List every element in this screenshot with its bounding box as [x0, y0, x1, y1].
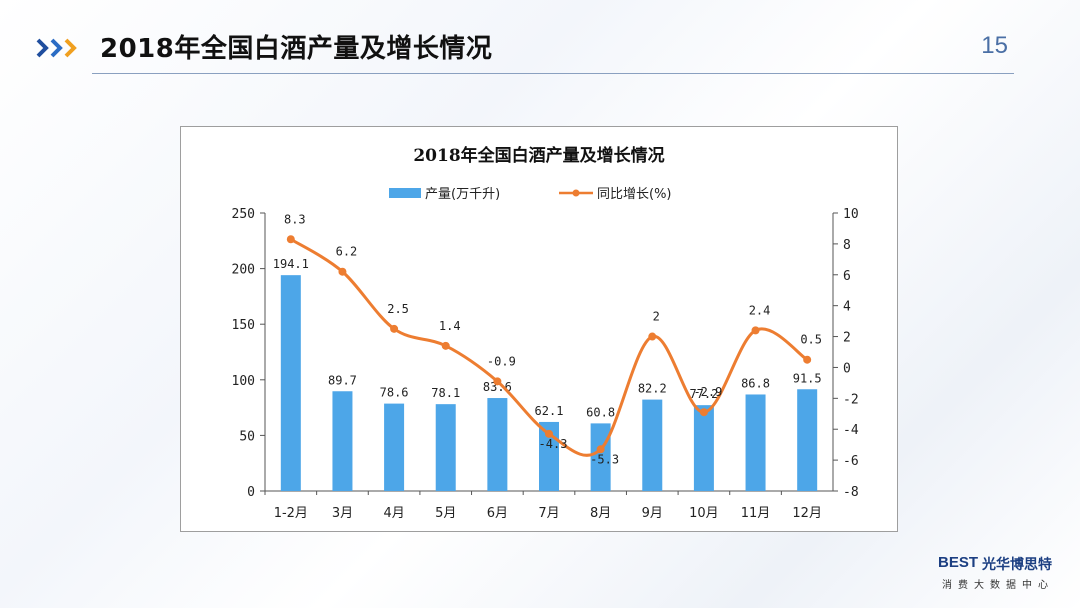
x-axis-tick-label: 5月 [435, 506, 456, 521]
bar-value-label: 60.8 [586, 405, 615, 419]
growth-line [290, 237, 809, 457]
bar [745, 394, 766, 491]
bar [797, 389, 818, 491]
x-axis-tick-label: 1-2月 [274, 506, 308, 521]
right-axis-tick-label: 10 [843, 207, 859, 222]
bar-value-label: 91.5 [793, 371, 822, 385]
bar-value-label: 89.7 [328, 373, 357, 387]
growth-value-label: 1.4 [439, 319, 461, 333]
left-axis-tick-label: 0 [247, 485, 255, 500]
x-axis-tick-label: 12月 [792, 506, 822, 521]
right-axis-tick-label: -8 [843, 485, 859, 500]
bar [693, 405, 714, 491]
title-divider [92, 73, 1014, 74]
right-axis-tick-label: 8 [843, 238, 851, 253]
growth-point [699, 408, 708, 417]
bar [435, 404, 456, 491]
bar [384, 403, 405, 491]
x-axis-tick-label: 9月 [642, 506, 663, 521]
growth-point [545, 429, 553, 438]
bar-value-label: 78.1 [431, 386, 460, 400]
brand-tagline: 消费大数据中心 [942, 580, 1054, 591]
bar-value-label: 194.1 [273, 257, 309, 271]
brand-logo: BEST [938, 554, 979, 571]
bar [642, 399, 663, 491]
combo-chart: 2018年全国白酒产量及增长情况 产量(万千升) 同比增长(%) 0501001… [232, 145, 859, 521]
bar-value-label: 83.6 [483, 380, 512, 394]
right-axis-tick-label: 0 [843, 361, 851, 376]
growth-point [803, 355, 812, 364]
bar [280, 275, 301, 491]
x-axis-tick-label: 10月 [689, 506, 719, 521]
plot-area: 0 50 100 150 200 250 -8 -6 -4 -2 0 2 4 6 8 10 194.1 89.7 7… [232, 207, 859, 521]
growth-value-label: 2.5 [387, 302, 409, 316]
growth-point [338, 267, 347, 276]
growth-point [286, 235, 295, 244]
bar-value-label: 77.2 [689, 387, 718, 401]
right-axis-tick-label: -4 [843, 423, 859, 438]
right-axis-tick-label: -6 [843, 454, 859, 469]
chart-frame: 2018年全国白酒产量及增长情况 产量(万千升) 同比增长(%) 0 50 100 1… [180, 126, 898, 532]
bar-value-label: 78.6 [380, 386, 409, 400]
growth-value-label: 2 [653, 310, 660, 324]
bar-value-label: 82.2 [638, 382, 667, 396]
left-axis-tick-label: 200 [232, 263, 255, 278]
page-number: 15 [981, 32, 1008, 59]
brand-name: 光华博思特 [982, 557, 1052, 573]
x-axis-tick-label: 4月 [383, 506, 404, 521]
legend-swatch-bar [389, 188, 421, 198]
x-axis-tick-label: 7月 [538, 506, 559, 521]
growth-value-label: -4.3 [539, 437, 568, 451]
x-axis-tick-label: 6月 [487, 506, 508, 521]
bar-value-label: 62.1 [535, 404, 564, 418]
x-axis-tick-label: 8月 [590, 506, 611, 521]
growth-point [390, 324, 399, 333]
growth-value-label: -2.9 [693, 385, 722, 399]
growth-value-label: -5.3 [590, 452, 619, 466]
right-axis-tick-label: 4 [843, 300, 851, 315]
bar-value-label: 86.8 [741, 376, 770, 390]
growth-point [441, 341, 450, 350]
left-axis-tick-label: 100 [232, 374, 255, 389]
growth-value-label: 2.4 [749, 303, 771, 317]
growth-point [596, 445, 605, 454]
legend-swatch-marker [572, 189, 580, 197]
legend-label-line: 同比增长(%) [597, 187, 672, 202]
left-axis-tick-label: 150 [232, 318, 255, 333]
chart-legend: 产量(万千升) 同比增长(%) [389, 187, 672, 202]
growth-point [493, 377, 502, 386]
right-axis-tick-label: 2 [843, 331, 851, 346]
right-axis-tick-label: 6 [843, 269, 851, 284]
left-axis-tick-label: 50 [239, 429, 255, 444]
growth-point [648, 332, 657, 341]
growth-value-label: 0.5 [800, 333, 822, 347]
slide-title: 2018年全国白酒产量及增长情况 [100, 34, 493, 64]
x-axis-tick-label: 3月 [332, 506, 353, 521]
bar [487, 398, 508, 491]
chart-title: 2018年全国白酒产量及增长情况 [413, 145, 664, 166]
growth-value-label: 8.3 [284, 212, 306, 226]
chevron-arrows-icon [36, 38, 77, 58]
x-axis-tick-label: 11月 [741, 506, 771, 521]
growth-value-label: 6.2 [336, 245, 358, 259]
right-axis-tick-label: -2 [843, 392, 859, 407]
growth-point [751, 326, 760, 335]
growth-value-label: -0.9 [487, 354, 516, 368]
legend-label-bar: 产量(万千升) [425, 187, 500, 202]
left-axis-tick-label: 250 [232, 207, 255, 222]
brand-block: BEST 光华博思特 消费大数据中心 [938, 554, 1068, 594]
bar [332, 391, 353, 491]
